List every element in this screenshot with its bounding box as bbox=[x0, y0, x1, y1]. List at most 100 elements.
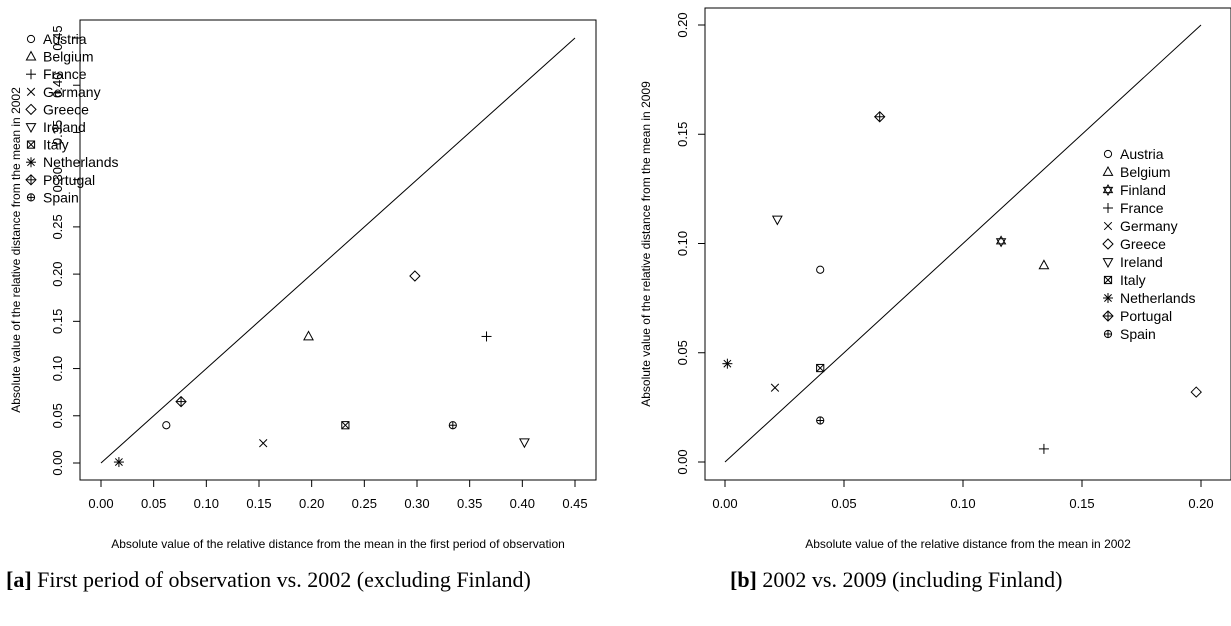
chart-b-legend-label: Finland bbox=[1120, 182, 1166, 198]
chart-a-point-spain bbox=[448, 421, 457, 430]
chart-b-legend-label: Netherlands bbox=[1120, 290, 1196, 306]
chart-b-legend-key-belgium bbox=[1102, 165, 1114, 176]
chart-panel-b: 0.00 0.05 0.10 0.15 0.20 0.00 0.05 0.10 0.15 0.20… bbox=[614, 0, 1231, 626]
chart-a-legend-label: Netherlands bbox=[43, 154, 119, 170]
chart-b-point-belgium bbox=[1038, 259, 1050, 270]
chart-b-y-axis-label: Absolute value of the relative distance … bbox=[639, 81, 653, 407]
caption-a-tag: [a] bbox=[6, 567, 32, 592]
chart-a-legend-key-belgium bbox=[25, 50, 37, 61]
chart-a-reference-line bbox=[100, 37, 576, 464]
chart-b-y-tick-label: 0.10 bbox=[675, 231, 690, 256]
chart-b-x-tick-label: 0.05 bbox=[831, 496, 856, 511]
chart-a-x-tick-label: 0.45 bbox=[562, 496, 587, 511]
chart-b-x-tick-label: 0.15 bbox=[1069, 496, 1094, 511]
chart-a-x-axis-label: Absolute value of the relative distance … bbox=[111, 537, 565, 551]
chart-a-point-belgium bbox=[303, 330, 314, 341]
caption-b: [b] 2002 vs. 2009 (including Finland) bbox=[730, 566, 1220, 594]
chart-a-x-tick-label: 0.25 bbox=[352, 496, 377, 511]
chart-b-point-italy bbox=[816, 363, 825, 373]
chart-a-legend-label: Portugal bbox=[43, 172, 95, 188]
chart-b-legend-label: Ireland bbox=[1120, 254, 1163, 270]
chart-a-x-tick-label: 0.40 bbox=[510, 496, 535, 511]
chart-a-legend-label: France bbox=[43, 66, 87, 82]
chart-a-point-france bbox=[481, 331, 492, 342]
chart-a-y-tick-label: 0.10 bbox=[50, 356, 65, 381]
chart-a-x-tick-label: 0.35 bbox=[457, 496, 482, 511]
caption-b-text: 2002 vs. 2009 (including Finland) bbox=[762, 567, 1063, 592]
chart-a-y-tick-label: 0.35 bbox=[50, 120, 65, 145]
chart-b-legend-key-finland bbox=[1102, 184, 1114, 196]
chart-a-legend-key-spain bbox=[26, 193, 36, 202]
chart-a-point-portugal bbox=[175, 395, 187, 408]
chart-b-legend-key-spain bbox=[1103, 329, 1113, 339]
caption-a: [a] First period of observation vs. 2002… bbox=[6, 566, 596, 594]
chart-b-point-spain bbox=[816, 416, 825, 425]
chart-a-legend-key-austria bbox=[26, 34, 36, 44]
chart-a-y-tick-label: 0.25 bbox=[50, 214, 65, 239]
chart-b-legend-key-portugal bbox=[1102, 310, 1114, 322]
chart-b-x-tick-label: 0.10 bbox=[950, 496, 975, 511]
scatter-plot-a: 0.00 0.05 0.10 0.15 0.20 0.25 0.30 0.35 0.40 0.45… bbox=[9, 19, 597, 551]
chart-a-legend-label: Greece bbox=[43, 101, 89, 117]
chart-a-x-tick-label: 0.05 bbox=[141, 496, 166, 511]
chart-a-point-italy bbox=[341, 421, 350, 430]
chart-a-y-tick-label: 0.40 bbox=[50, 73, 65, 98]
chart-a-point-austria bbox=[162, 421, 171, 430]
chart-panel-a: 0.00 0.05 0.10 0.15 0.20 0.25 0.30 0.35 0.40 0.45… bbox=[0, 0, 600, 626]
chart-a-legend-label: Belgium bbox=[43, 49, 94, 65]
chart-a-legend-key-portugal bbox=[25, 174, 37, 186]
chart-a-legend-label: Ireland bbox=[43, 119, 86, 135]
chart-b-y-tick-label: 0.05 bbox=[675, 340, 690, 365]
chart-a-y-tick-label: 0.20 bbox=[50, 261, 65, 286]
chart-b-point-austria bbox=[816, 265, 825, 274]
chart-a-y-tick-label: 0.05 bbox=[50, 403, 65, 428]
chart-a-x-tick-label: 0.10 bbox=[194, 496, 219, 511]
chart-a-legend-label: Germany bbox=[43, 84, 101, 100]
chart-b-point-germany bbox=[770, 383, 780, 392]
chart-a-x-tick-label: 0.20 bbox=[299, 496, 324, 511]
chart-a-legend-label: Spain bbox=[43, 189, 79, 205]
chart-b-legend-label: Germany bbox=[1120, 218, 1178, 234]
chart-b-legend-key-germany bbox=[1103, 221, 1113, 231]
chart-b-legend-key-france bbox=[1103, 203, 1113, 213]
scatter-plot-b: 0.00 0.05 0.10 0.15 0.20 0.00 0.05 0.10 0.15 0.20… bbox=[639, 7, 1231, 551]
chart-a-x-tick-label: 0.00 bbox=[88, 496, 113, 511]
chart-b-legend-label: Portugal bbox=[1120, 308, 1172, 324]
chart-a-point-germany bbox=[259, 439, 268, 448]
chart-b-y-tick-label: 0.00 bbox=[675, 449, 690, 474]
chart-a-y-tick-label: 0.30 bbox=[50, 167, 65, 192]
chart-a-y-tick-label: 0.45 bbox=[50, 25, 65, 50]
chart-b-legend-label: France bbox=[1120, 200, 1164, 216]
chart-a-y-tick-label: 0.00 bbox=[50, 450, 65, 475]
chart-b-x-tick-label: 0.00 bbox=[712, 496, 737, 511]
chart-a-legend-key-germany bbox=[26, 87, 36, 96]
caption-b-tag: [b] bbox=[730, 567, 757, 592]
chart-b-x-tick-label: 0.20 bbox=[1188, 496, 1213, 511]
chart-b-point-netherlands bbox=[722, 358, 733, 369]
chart-b-legend-label: Austria bbox=[1120, 146, 1164, 162]
chart-b-y-tick-label: 0.20 bbox=[675, 12, 690, 37]
chart-b-legend-key-ireland bbox=[1102, 258, 1114, 269]
chart-a-x-tick-label: 0.30 bbox=[404, 496, 429, 511]
chart-a-legend-key-italy bbox=[26, 140, 36, 149]
chart-a-legend-key-france bbox=[26, 69, 36, 80]
chart-b-legend-key-italy bbox=[1103, 275, 1113, 285]
chart-b-legend-label: Greece bbox=[1120, 236, 1166, 252]
chart-a-legend-key-netherlands bbox=[26, 157, 36, 168]
caption-a-text: First period of observation vs. 2002 (ex… bbox=[37, 567, 531, 592]
chart-b-point-finland bbox=[995, 235, 1007, 248]
chart-a-point-netherlands bbox=[113, 457, 124, 468]
chart-b-x-axis-label: Absolute value of the relative distance … bbox=[805, 537, 1131, 551]
chart-b-legend-label: Belgium bbox=[1120, 164, 1171, 180]
chart-a-legend-key-ireland bbox=[25, 123, 37, 134]
chart-b-point-ireland bbox=[771, 215, 783, 226]
chart-a-x-tick-label: 0.15 bbox=[246, 496, 271, 511]
chart-a-legend-key-greece bbox=[25, 103, 37, 116]
chart-b-y-tick-label: 0.15 bbox=[675, 122, 690, 147]
chart-b-legend-key-austria bbox=[1103, 149, 1113, 159]
chart-a-y-axis-label: Absolute value of the relative distance … bbox=[9, 87, 23, 413]
chart-a-point-ireland bbox=[518, 438, 530, 449]
chart-a-y-tick-label: 0.15 bbox=[50, 309, 65, 334]
chart-b-point-france bbox=[1038, 443, 1049, 454]
chart-b-legend-key-netherlands bbox=[1103, 293, 1113, 303]
